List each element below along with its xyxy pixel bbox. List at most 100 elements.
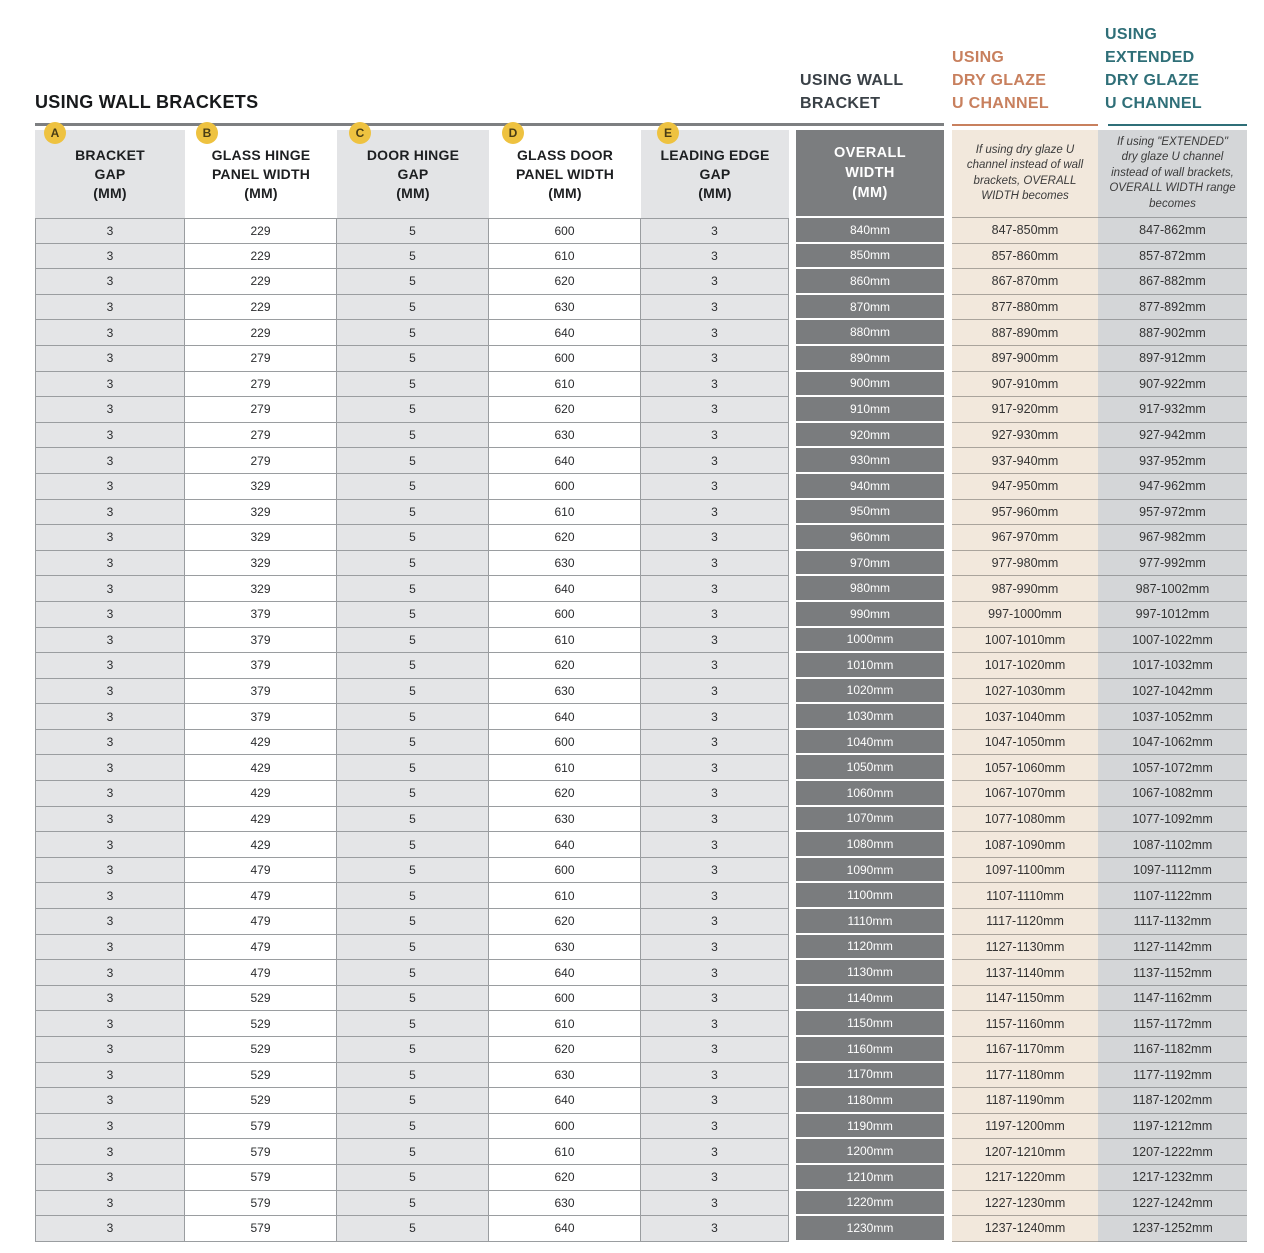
cell-door-hinge-gap: 5 (337, 729, 489, 756)
cell-bracket-gap: 3 (35, 320, 185, 346)
cell-glass-hinge-panel-width: 479 (185, 934, 337, 961)
cell-glass-door-panel-width: 620 (489, 1164, 641, 1191)
cell-bracket-gap: 3 (35, 1139, 185, 1165)
cell-overall-width: 970mm (796, 550, 944, 577)
column-gap (789, 1139, 796, 1165)
column-gap (944, 1062, 952, 1089)
cell-dry-glaze-width: 997-1000mm (952, 601, 1098, 628)
column-gap (944, 422, 952, 449)
cell-overall-width: 960mm (796, 525, 944, 551)
cell-leading-edge-gap: 3 (641, 294, 789, 321)
column-header-dry-glaze-width: If using dry glaze U channel instead of … (952, 130, 1098, 218)
column-gap (789, 1088, 796, 1114)
cell-glass-hinge-panel-width: 379 (185, 704, 337, 730)
cell-bracket-gap: 3 (35, 1011, 185, 1037)
cell-extended-width: 1017-1032mm (1098, 653, 1247, 679)
cell-overall-width: 1010mm (796, 653, 944, 679)
cell-glass-door-panel-width: 600 (489, 345, 641, 372)
cell-overall-width: 920mm (796, 422, 944, 449)
column-gap (944, 269, 952, 295)
cell-extended-width: 1047-1062mm (1098, 729, 1247, 756)
cell-glass-hinge-panel-width: 529 (185, 1011, 337, 1037)
cell-extended-width: 1107-1122mm (1098, 883, 1247, 910)
cell-overall-width: 1170mm (796, 1062, 944, 1089)
cell-door-hinge-gap: 5 (337, 397, 489, 423)
cell-door-hinge-gap: 5 (337, 473, 489, 500)
cell-leading-edge-gap: 3 (641, 601, 789, 628)
cell-extended-width: 877-892mm (1098, 294, 1247, 321)
cell-overall-width: 990mm (796, 601, 944, 628)
cell-leading-edge-gap: 3 (641, 1164, 789, 1191)
cell-glass-hinge-panel-width: 329 (185, 525, 337, 551)
cell-dry-glaze-width: 1097-1100mm (952, 857, 1098, 884)
column-gap (789, 499, 796, 526)
cell-extended-width: 1127-1142mm (1098, 934, 1247, 961)
cell-glass-door-panel-width: 610 (489, 883, 641, 910)
cell-bracket-gap: 3 (35, 1164, 185, 1191)
cell-door-hinge-gap: 5 (337, 1062, 489, 1089)
column-gap (944, 627, 952, 654)
column-gap (944, 371, 952, 398)
cell-dry-glaze-width: 1047-1050mm (952, 729, 1098, 756)
column-gap (944, 1139, 952, 1165)
cell-glass-door-panel-width: 630 (489, 1190, 641, 1217)
cell-door-hinge-gap: 5 (337, 525, 489, 551)
cell-door-hinge-gap: 5 (337, 294, 489, 321)
column-gap (944, 909, 952, 935)
cell-bracket-gap: 3 (35, 1088, 185, 1114)
cell-extended-width: 987-1002mm (1098, 576, 1247, 602)
cell-overall-width: 1040mm (796, 729, 944, 756)
cell-glass-hinge-panel-width: 479 (185, 883, 337, 910)
table-row: 3 479 5 610 3 1100mm 1107-1110mm 1107-11… (35, 883, 1247, 910)
cell-leading-edge-gap: 3 (641, 576, 789, 602)
cell-bracket-gap: 3 (35, 448, 185, 474)
cell-leading-edge-gap: 3 (641, 806, 789, 833)
cell-dry-glaze-width: 1087-1090mm (952, 832, 1098, 858)
table-row: 3 229 5 630 3 870mm 877-880mm 877-892mm (35, 294, 1247, 321)
column-gap (944, 1164, 952, 1191)
cell-extended-width: 1057-1072mm (1098, 755, 1247, 782)
column-gap (944, 576, 952, 602)
spec-table: BRACKET GAP (MM) GLASS HINGE PANEL WIDTH… (35, 130, 1247, 1242)
cell-glass-hinge-panel-width: 279 (185, 345, 337, 372)
cell-leading-edge-gap: 3 (641, 985, 789, 1012)
cell-extended-width: 937-952mm (1098, 448, 1247, 474)
cell-door-hinge-gap: 5 (337, 1011, 489, 1037)
column-gap (944, 729, 952, 756)
cell-leading-edge-gap: 3 (641, 883, 789, 910)
cell-glass-hinge-panel-width: 329 (185, 550, 337, 577)
column-gap (789, 627, 796, 654)
column-gap (944, 525, 952, 551)
rule-extended-dry-glaze (1108, 124, 1247, 126)
cell-overall-width: 1030mm (796, 704, 944, 730)
column-gap (789, 960, 796, 986)
cell-overall-width: 1110mm (796, 909, 944, 935)
cell-overall-width: 1230mm (796, 1216, 944, 1242)
cell-bracket-gap: 3 (35, 371, 185, 398)
cell-door-hinge-gap: 5 (337, 806, 489, 833)
cell-extended-width: 997-1012mm (1098, 601, 1247, 628)
cell-door-hinge-gap: 5 (337, 269, 489, 295)
cell-door-hinge-gap: 5 (337, 448, 489, 474)
table-row: 3 379 5 600 3 990mm 997-1000mm 997-1012m… (35, 601, 1247, 628)
cell-overall-width: 1160mm (796, 1037, 944, 1063)
cell-dry-glaze-width: 1217-1220mm (952, 1164, 1098, 1191)
cell-overall-width: 930mm (796, 448, 944, 474)
column-gap (944, 653, 952, 679)
cell-overall-width: 1150mm (796, 1011, 944, 1037)
cell-extended-width: 1167-1182mm (1098, 1037, 1247, 1063)
column-gap (944, 448, 952, 474)
table-row: 3 229 5 600 3 840mm 847-850mm 847-862mm (35, 218, 1247, 244)
column-gap (944, 218, 952, 244)
column-gap (789, 448, 796, 474)
cell-leading-edge-gap: 3 (641, 550, 789, 577)
cell-glass-door-panel-width: 630 (489, 1062, 641, 1089)
cell-glass-hinge-panel-width: 479 (185, 909, 337, 935)
table-row: 3 229 5 620 3 860mm 867-870mm 867-882mm (35, 269, 1247, 295)
cell-door-hinge-gap: 5 (337, 755, 489, 782)
cell-leading-edge-gap: 3 (641, 960, 789, 986)
table-row: 3 479 5 620 3 1110mm 1117-1120mm 1117-11… (35, 909, 1247, 935)
cell-dry-glaze-width: 1167-1170mm (952, 1037, 1098, 1063)
cell-extended-width: 947-962mm (1098, 473, 1247, 500)
column-gap (944, 550, 952, 577)
